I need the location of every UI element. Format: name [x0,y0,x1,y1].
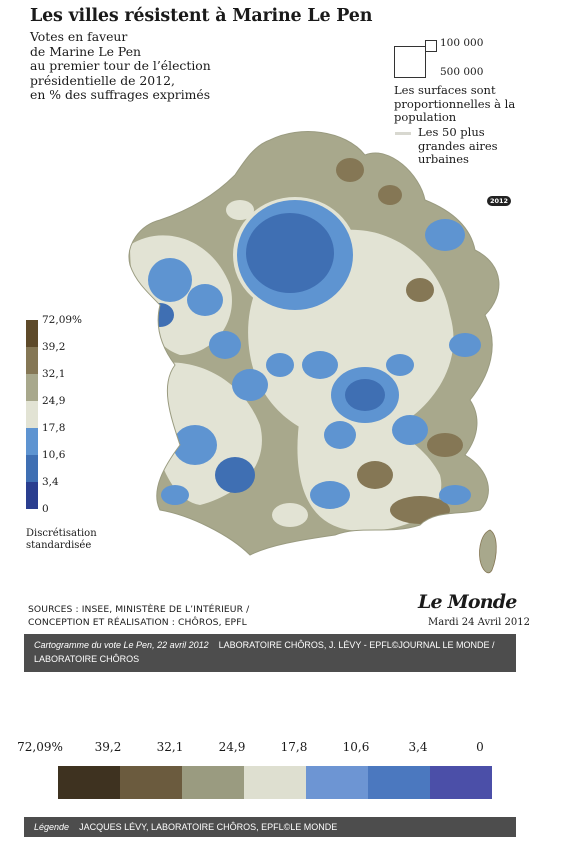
legend-color-band [26,347,38,374]
cartogram-regions [129,131,499,555]
legend-color-band [26,320,38,347]
hlegend-color-cell [244,766,306,799]
large-square-symbol [394,46,426,78]
horizontal-color-legend: 72,09% 39,2 32,1 24,9 17,8 10,6 3,4 0 [17,732,510,822]
hlegend-label: 17,8 [280,740,308,754]
legend-color-band [26,401,38,428]
legend-tick-label: 0 [42,503,49,515]
large-square-label: 500 000 [440,66,484,78]
legend-tick-label: 72,09% [42,314,83,326]
hlegend-color-cell [182,766,244,799]
caption-top-italic: Cartogramme du vote Le Pen, 22 avril 201… [34,640,209,650]
hlegend-color-cell [306,766,368,799]
hlegend-label: 72,09% [17,740,63,754]
sources-credit: SOURCES : INSEE, MINISTÈRE DE L’INTÉRIEU… [28,604,250,628]
legend-color-band [26,374,38,401]
map-title: Les villes résistent à Marine Le Pen [30,6,373,26]
legend-color-band [26,455,38,482]
hlegend-color-cell [368,766,430,799]
year-badge: 2012 [487,196,511,206]
legend-color-band [26,482,38,509]
cartogram-map [128,131,500,574]
hlegend-color-cell [58,766,120,799]
hlegend-label: 39,2 [94,740,122,754]
hlegend-label: 0 [476,740,484,754]
urban-area-line-symbol [395,132,411,135]
hlegend-label: 10,6 [342,740,370,754]
urban-area-note: Les 50 plus grandes aires urbaines [418,125,498,166]
legend-tick-label: 24,9 [42,395,66,407]
publication-date: Mardi 24 Avril 2012 [428,617,530,628]
caption-bottom-text: JACQUES LÉVY, LABORATOIRE CHÔROS, EPFL©L… [79,822,338,832]
le-monde-logo: Le Monde [418,591,517,613]
legend-color-band [26,428,38,455]
vertical-color-legend: 72,09% 39,2 32,1 24,9 17,8 10,6 3,4 0 Di… [22,314,142,556]
legend-tick-label: 10,6 [42,449,66,461]
map-subtitle: Votes en faveur de Marine Le Pen au prem… [30,29,211,103]
hlegend-label: 24,9 [218,740,246,754]
caption-bottom-italic: Légende [34,822,70,832]
legend-tick-label: 32,1 [42,368,66,380]
caption-bar-bottom: Légende JACQUES LÉVY, LABORATOIRE CHÔROS… [24,817,516,837]
small-square-symbol [425,40,437,52]
legend-tick-label: 3,4 [42,476,59,488]
proportion-note: Les surfaces sont proportionnelles à la … [394,83,516,124]
corsica-shape [479,529,497,574]
legend-tick-label: 39,2 [42,341,66,353]
size-key: 100 000 500 000 Les surfaces sont propor… [390,34,560,174]
caption-top-text: LABORATOIRE CHÔROS, J. LÉVY - EPFL©JOURN… [34,640,495,664]
hlegend-color-cell [120,766,182,799]
legend-tick-label: 17,8 [42,422,66,434]
caption-bar-top: Cartogramme du vote Le Pen, 22 avril 201… [24,634,516,672]
hlegend-color-cell [430,766,492,799]
hlegend-label: 3,4 [408,740,428,754]
small-square-label: 100 000 [440,37,484,49]
discretisation-note: Discrétisation standardisée [26,528,97,551]
hlegend-label: 32,1 [156,740,184,754]
